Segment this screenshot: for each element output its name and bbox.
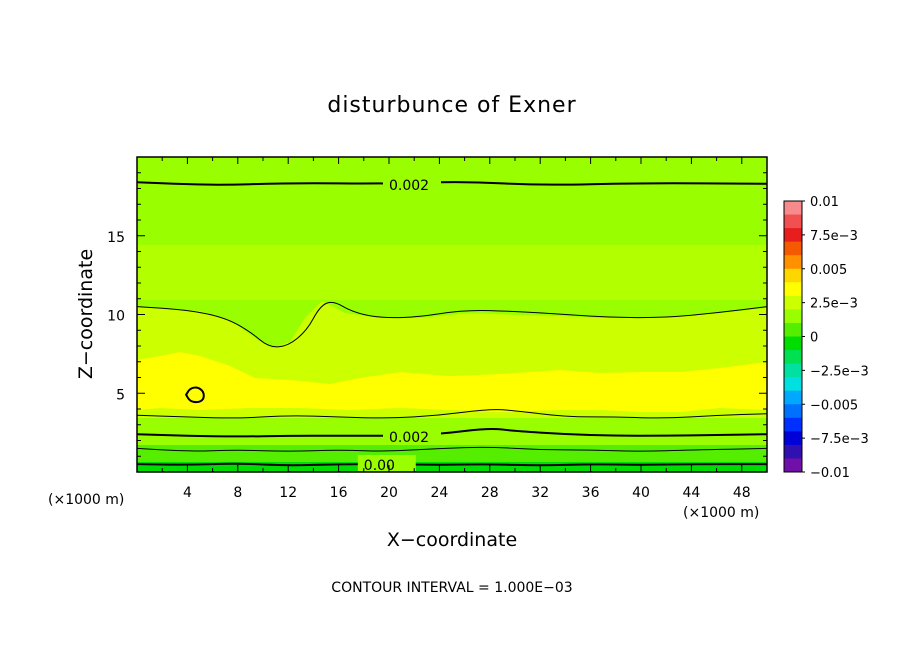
x-tick-label: 44 — [682, 485, 700, 501]
y-axis-ticks: 5 10 15 — [107, 172, 767, 457]
contour-label-bg — [357, 455, 416, 473]
colorbar-swatch — [784, 350, 802, 365]
colorbar-swatch — [784, 214, 802, 229]
chart-title: disturbunce of Exner — [327, 93, 576, 118]
x-tick-label: 16 — [330, 485, 348, 501]
y-tick-label: 10 — [107, 309, 125, 325]
x-tick-label: 36 — [582, 485, 600, 501]
x-tick-label: 32 — [531, 485, 549, 501]
contour-interval-note: CONTOUR INTERVAL = 1.000E−03 — [331, 580, 572, 596]
colorbar-swatch — [784, 322, 802, 337]
upper-band — [137, 157, 767, 210]
surface-band-2 — [137, 445, 767, 462]
contour-label: 0.002 — [389, 430, 429, 446]
colorbar-tick-label: 7.5e−3 — [810, 229, 858, 244]
x-tick-label: 8 — [233, 485, 242, 501]
filled-field — [137, 157, 767, 472]
colorbar-swatch — [784, 404, 802, 419]
colorbar-swatch — [784, 336, 802, 351]
y-tick-label: 15 — [107, 230, 125, 246]
colorbar-swatch — [784, 282, 802, 297]
colorbar-swatch — [784, 255, 802, 270]
contour-line — [137, 409, 767, 419]
x-tick-label: 48 — [733, 485, 751, 501]
colorbar-swatch — [784, 363, 802, 378]
colorbar-swatch — [784, 377, 802, 392]
colorbar-tick-label: 0.01 — [810, 195, 839, 210]
x-tick-label: 12 — [279, 485, 297, 501]
contour-line — [137, 301, 767, 348]
contour-line — [137, 446, 767, 452]
x-tick-label: 20 — [380, 485, 398, 501]
x-axis-ticks: 4 8 12 16 20 24 28 32 36 40 44 48 — [161, 157, 751, 501]
colorbar-tick-label: 2.5e−3 — [810, 297, 858, 312]
colorbar-swatch — [784, 390, 802, 405]
x-tick-label: 4 — [183, 485, 192, 501]
max-band — [137, 352, 767, 412]
colorbar-swatch — [784, 268, 802, 283]
x-unit-label-left: (×1000 m) — [48, 492, 124, 508]
contour-line — [137, 427, 767, 438]
colorbar-swatch — [784, 201, 802, 216]
y-tick-label: 5 — [116, 387, 125, 403]
y-axis-title: Z−coordinate — [75, 249, 97, 379]
x-tick-label: 24 — [430, 485, 448, 501]
colorbar-tick-label: −7.5e−3 — [810, 432, 869, 447]
colorbar-tick-label: −0.01 — [810, 466, 850, 481]
colorbar-swatch — [784, 444, 802, 459]
contour-label: 0.002 — [389, 178, 429, 194]
colorbar-swatch — [784, 309, 802, 324]
contour-label-bg — [383, 174, 441, 192]
x-tick-label: 28 — [481, 485, 499, 501]
colorbar-swatch — [784, 241, 802, 256]
colorbar-labels: 0.01 7.5e−3 0.005 2.5e−3 0 −2.5e−3 −0.005 −7.5e… — [802, 195, 869, 481]
colorbar-swatch — [784, 458, 802, 473]
colorbar — [784, 201, 802, 473]
colorbar-tick-label: −2.5e−3 — [810, 364, 869, 379]
colorbar-tick-label: −0.005 — [810, 398, 858, 413]
contour-line — [184, 386, 205, 404]
contour-labels: 0.002 0.002 0.00 — [357, 174, 441, 474]
colorbar-swatch — [784, 228, 802, 243]
colorbar-swatch — [784, 295, 802, 310]
colorbar-swatch — [784, 417, 802, 432]
x-axis-title: X−coordinate — [387, 529, 517, 551]
x-unit-label-right: (×1000 m) — [683, 505, 759, 521]
colorbar-swatch — [784, 431, 802, 446]
colorbar-tick-label: 0 — [810, 331, 818, 346]
mid-band-lighter — [137, 245, 767, 300]
contour-label-bg — [383, 426, 441, 444]
x-tick-label: 40 — [632, 485, 650, 501]
surface-band-1 — [137, 427, 767, 446]
colorbar-tick-label: 0.005 — [810, 263, 847, 278]
contour-label: 0.00 — [364, 458, 395, 474]
